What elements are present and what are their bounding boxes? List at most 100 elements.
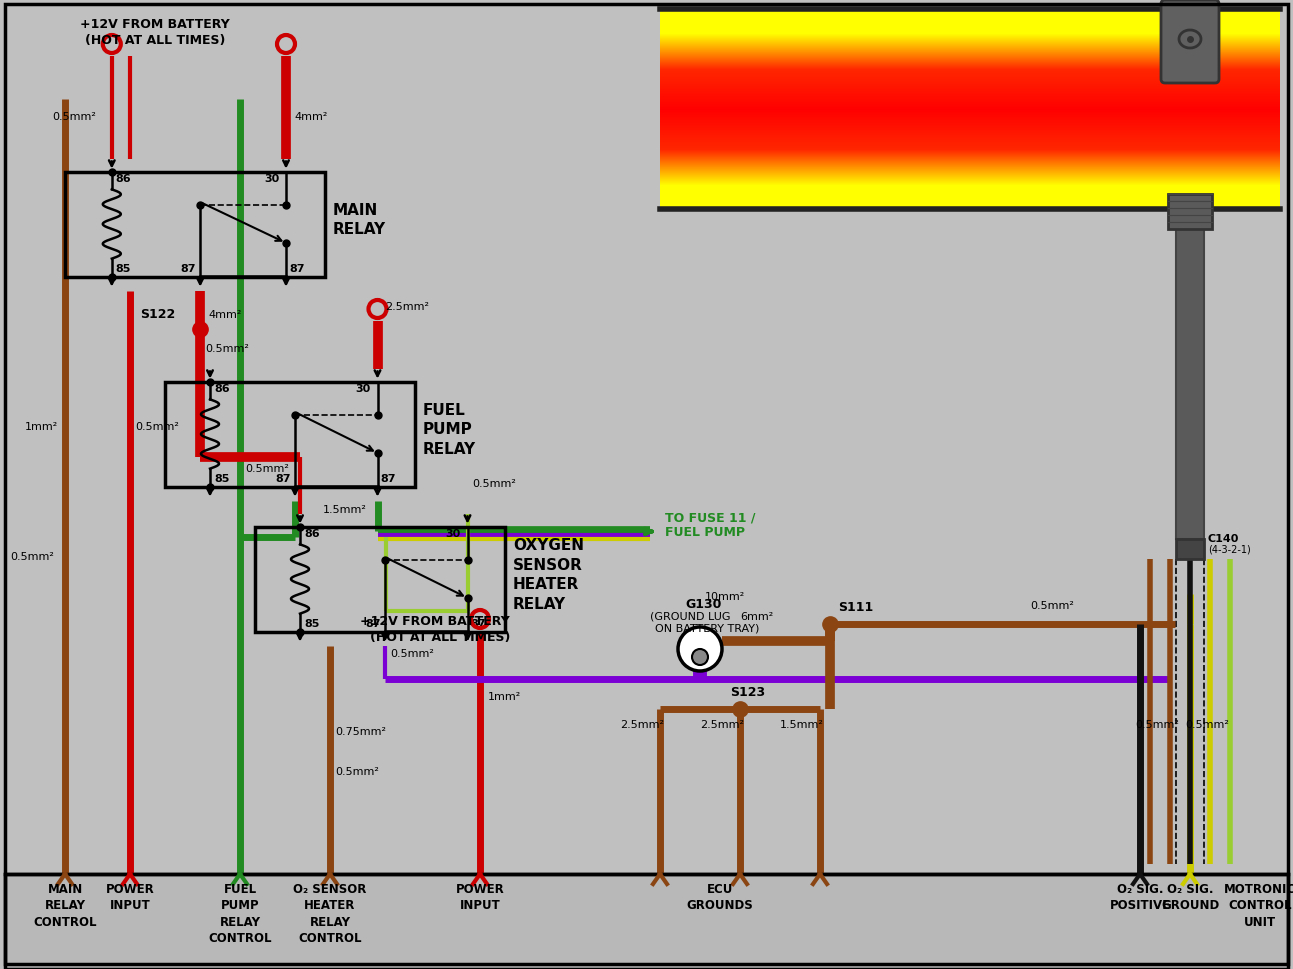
Bar [659,24,1280,25]
Bar [1168,195,1212,230]
Bar [65,172,325,277]
Text: 30: 30 [356,384,371,394]
Bar [659,186,1280,187]
Bar [659,124,1280,125]
Bar [659,63,1280,64]
Text: MOTRONIC
CONTROL
UNIT: MOTRONIC CONTROL UNIT [1224,882,1293,928]
Bar [659,58,1280,59]
Bar [659,62,1280,63]
Bar [659,57,1280,58]
Bar [659,123,1280,124]
Bar [659,180,1280,181]
Text: MAIN
RELAY: MAIN RELAY [334,203,387,237]
Text: 10mm²: 10mm² [705,591,745,602]
Bar [659,50,1280,51]
Bar [659,87,1280,88]
Bar [659,138,1280,139]
Text: O₂ SIG.
GROUND: O₂ SIG. GROUND [1161,882,1219,912]
Bar [659,14,1280,15]
Bar [659,46,1280,47]
Bar [659,192,1280,193]
Bar [659,20,1280,21]
Bar [659,36,1280,37]
Bar [659,190,1280,191]
Bar [659,181,1280,182]
Bar [659,164,1280,165]
Bar [659,85,1280,86]
Text: 86: 86 [116,174,132,184]
Text: 0.5mm²: 0.5mm² [1184,719,1228,730]
Text: ON BATTERY TRAY): ON BATTERY TRAY) [656,623,759,634]
Text: 87: 87 [380,474,396,484]
Bar [659,129,1280,130]
Bar [659,43,1280,44]
Bar [659,140,1280,141]
Bar [659,118,1280,119]
Bar [659,154,1280,155]
Text: 87: 87 [290,265,304,274]
Text: 87: 87 [180,265,195,274]
Bar [5,874,1288,969]
Bar [659,28,1280,29]
Bar [659,119,1280,120]
Bar [659,27,1280,28]
Text: 85: 85 [116,265,131,274]
Text: 85: 85 [215,474,229,484]
Text: 0.5mm²: 0.5mm² [10,551,54,561]
Bar [659,64,1280,65]
Bar [659,74,1280,75]
Bar [659,21,1280,22]
Bar [659,95,1280,96]
Bar [659,153,1280,154]
Bar [659,174,1280,175]
Bar [659,146,1280,147]
Text: (HOT AT ALL TIMES): (HOT AT ALL TIMES) [85,34,225,47]
Bar [659,67,1280,68]
Bar [659,79,1280,81]
Bar [659,188,1280,189]
Bar [659,88,1280,89]
Bar [659,65,1280,66]
Text: O₂ SIG.
POSITIVE: O₂ SIG. POSITIVE [1109,882,1170,912]
Text: +12V FROM BATTERY: +12V FROM BATTERY [359,614,509,627]
Text: POWER
INPUT: POWER INPUT [106,882,154,912]
Bar [659,134,1280,135]
Bar [1177,230,1204,540]
Bar [659,156,1280,157]
Bar [659,17,1280,18]
Bar [659,61,1280,62]
Bar [659,114,1280,115]
Bar [659,152,1280,153]
Bar [659,144,1280,146]
Bar [659,133,1280,134]
Bar [659,161,1280,162]
Bar [659,158,1280,159]
Bar [659,149,1280,150]
Bar [659,172,1280,173]
Text: FUEL
PUMP
RELAY
CONTROL: FUEL PUMP RELAY CONTROL [208,882,272,945]
Bar [659,183,1280,184]
Text: 2.5mm²: 2.5mm² [385,301,429,312]
Bar [659,90,1280,91]
Bar [659,204,1280,205]
Bar [659,171,1280,172]
Bar [659,89,1280,90]
Text: S111: S111 [838,601,873,613]
Text: +12V FROM BATTERY: +12V FROM BATTERY [80,18,230,31]
Text: ECU
GROUNDS: ECU GROUNDS [687,882,754,912]
Bar [659,23,1280,24]
Bar [659,81,1280,82]
Bar [659,179,1280,180]
Bar [659,191,1280,192]
Bar [659,105,1280,106]
Bar [659,34,1280,35]
Bar [659,165,1280,166]
Text: 0.5mm²: 0.5mm² [1135,719,1179,730]
Bar [659,76,1280,77]
Bar [659,97,1280,98]
Bar [659,207,1280,208]
Bar [659,93,1280,94]
Bar [659,29,1280,30]
Text: POWER
INPUT: POWER INPUT [455,882,504,912]
Bar [659,157,1280,158]
